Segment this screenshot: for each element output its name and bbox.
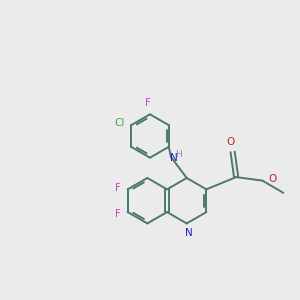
Text: O: O [268,174,277,184]
Text: F: F [116,209,122,219]
Text: H: H [176,150,182,159]
Text: F: F [145,98,151,108]
Text: N: N [169,153,177,163]
Text: O: O [227,137,235,147]
Text: Cl: Cl [115,118,125,128]
Text: N: N [184,228,192,238]
Text: F: F [116,183,122,193]
